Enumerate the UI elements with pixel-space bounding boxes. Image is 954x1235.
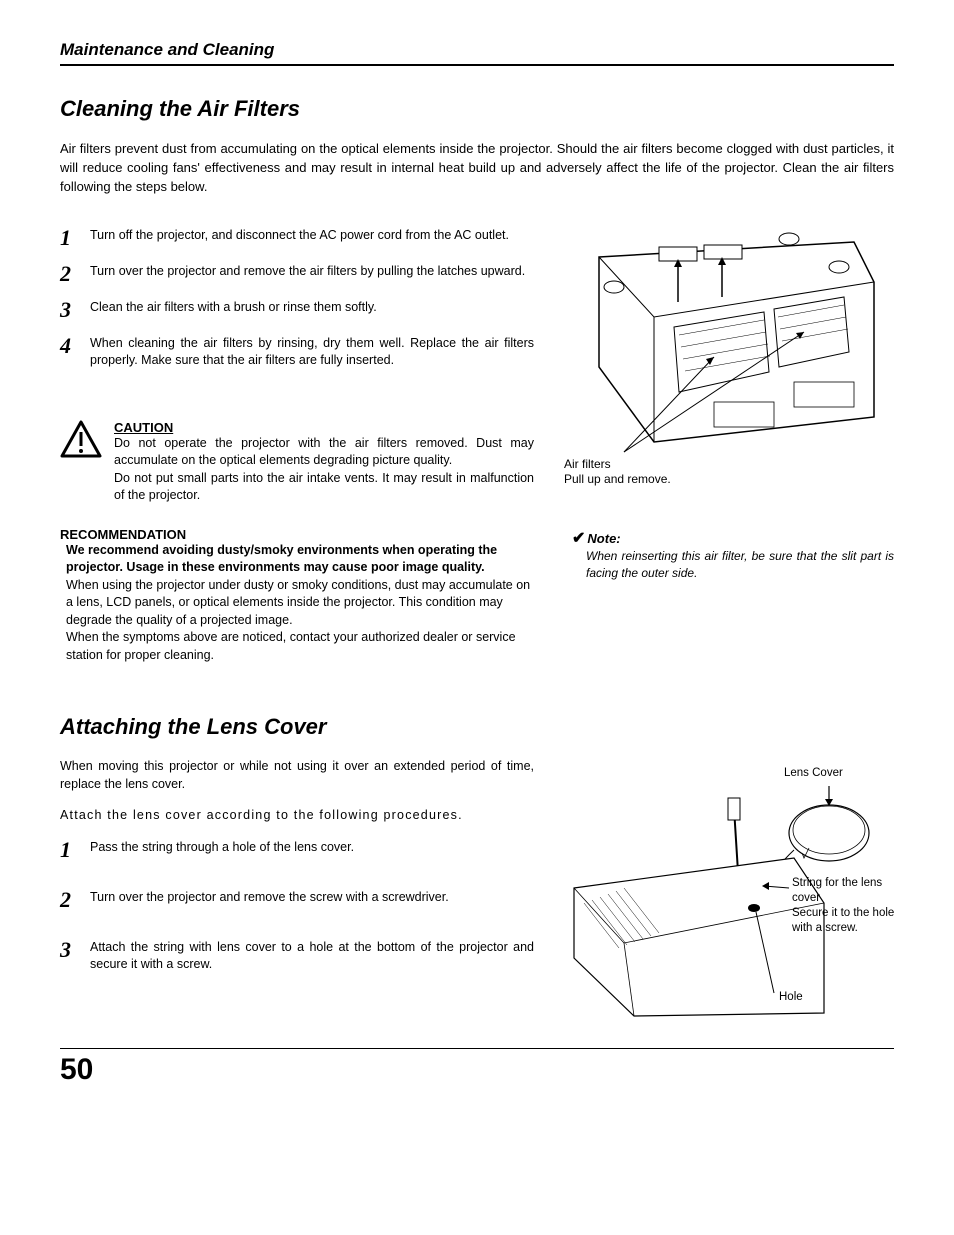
note-block: ✔Note: When reinserting this air filter,… xyxy=(564,528,894,582)
figure-label: Pull up and remove. xyxy=(564,472,894,488)
step-row: 2 Turn over the projector and remove the… xyxy=(60,889,534,911)
step-text: Attach the string with lens cover to a h… xyxy=(90,939,534,974)
footer: 50 xyxy=(60,1048,894,1087)
caution-block: CAUTION Do not operate the projector wit… xyxy=(60,420,534,505)
step-text: Turn over the projector and remove the s… xyxy=(90,889,534,907)
caution-heading: CAUTION xyxy=(114,420,534,435)
step-number: 4 xyxy=(60,335,90,357)
section1-intro: Air filters prevent dust from accumulati… xyxy=(60,140,894,197)
step-row: 1 Pass the string through a hole of the … xyxy=(60,839,534,861)
callout-string-line2: Secure it to the hole with a screw. xyxy=(792,907,894,934)
caution-text: Do not operate the projector with the ai… xyxy=(114,435,534,470)
lens-cover-figure: Lens Cover String for the lens cover Sec… xyxy=(564,758,894,1018)
page-number: 50 xyxy=(60,1053,894,1087)
step-text: Clean the air filters with a brush or ri… xyxy=(90,299,534,317)
note-heading: Note: xyxy=(587,531,620,546)
step-number: 2 xyxy=(60,889,90,911)
header-title: Maintenance and Cleaning xyxy=(60,40,894,60)
step-row: 2 Turn over the projector and remove the… xyxy=(60,263,534,285)
callout-lens-cover: Lens Cover xyxy=(784,766,843,781)
note-heading-row: ✔Note: xyxy=(572,528,894,548)
callout-hole: Hole xyxy=(779,990,803,1005)
warning-triangle-icon xyxy=(60,420,102,505)
recommendation-text: When the symptoms above are noticed, con… xyxy=(66,629,534,664)
section2-para: When moving this projector or while not … xyxy=(60,758,534,793)
section1-title: Cleaning the Air Filters xyxy=(60,96,894,122)
caution-text: Do not put small parts into the air inta… xyxy=(114,470,534,505)
recommendation-heading: RECOMMENDATION xyxy=(60,527,534,542)
step-row: 4 When cleaning the air filters by rinsi… xyxy=(60,335,534,370)
note-text: When reinserting this air filter, be sur… xyxy=(572,548,894,582)
recommendation-text: When using the projector under dusty or … xyxy=(66,577,534,630)
step-number: 3 xyxy=(60,939,90,961)
section-cleaning: Cleaning the Air Filters Air filters pre… xyxy=(60,96,894,664)
step-row: 3 Clean the air filters with a brush or … xyxy=(60,299,534,321)
checkmark-icon: ✔ xyxy=(572,530,585,547)
figure-label: Air filters xyxy=(564,457,894,473)
recommendation-bold: We recommend avoiding dusty/smoky enviro… xyxy=(66,542,534,577)
header-bar: Maintenance and Cleaning xyxy=(60,40,894,66)
step-number: 3 xyxy=(60,299,90,321)
step-text: Turn off the projector, and disconnect t… xyxy=(90,227,534,245)
projector-bottom-figure xyxy=(564,227,894,457)
step-row: 3 Attach the string with lens cover to a… xyxy=(60,939,534,974)
step-text: When cleaning the air filters by rinsing… xyxy=(90,335,534,370)
callout-string: String for the lens cover Secure it to t… xyxy=(792,876,902,936)
step-text: Pass the string through a hole of the le… xyxy=(90,839,534,857)
section2-para: Attach the lens cover according to the f… xyxy=(60,807,534,825)
callout-string-line1: String for the lens cover xyxy=(792,877,882,904)
step-number: 1 xyxy=(60,839,90,861)
section2-title: Attaching the Lens Cover xyxy=(60,714,894,740)
section-lens-cover: Attaching the Lens Cover When moving thi… xyxy=(60,714,894,1018)
step-number: 2 xyxy=(60,263,90,285)
step-row: 1 Turn off the projector, and disconnect… xyxy=(60,227,534,249)
step-text: Turn over the projector and remove the a… xyxy=(90,263,534,281)
step-number: 1 xyxy=(60,227,90,249)
